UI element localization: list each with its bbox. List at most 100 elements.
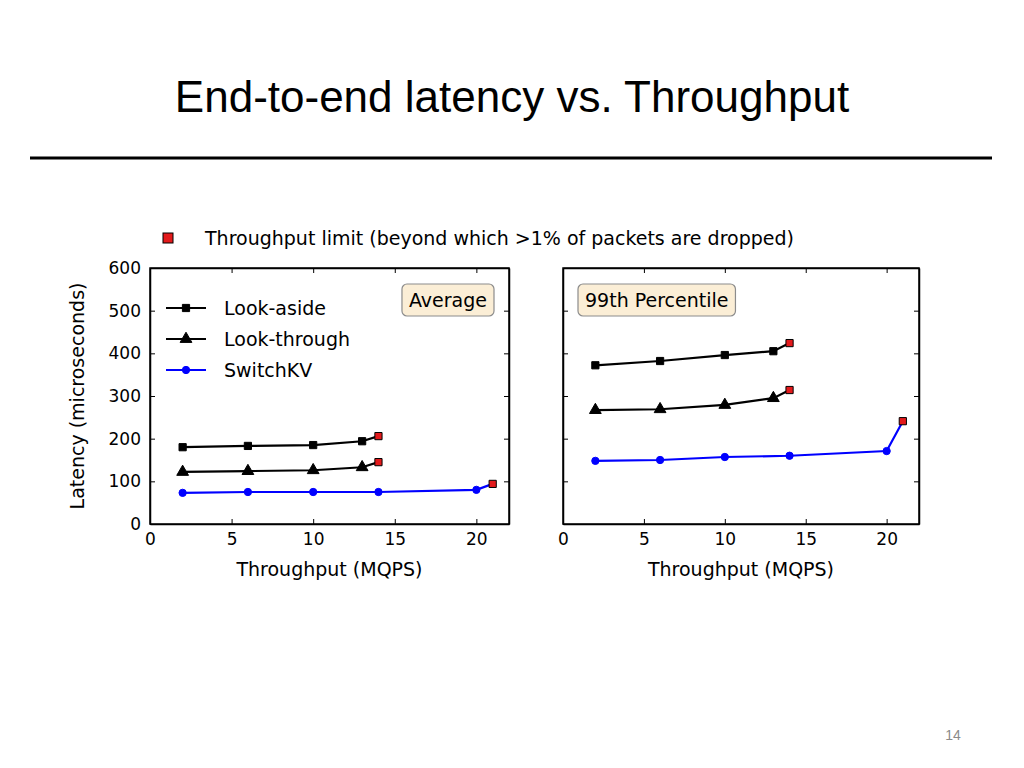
tick-mark (887, 268, 888, 273)
tick-label: 300 (109, 386, 141, 406)
plot-frame (150, 268, 509, 524)
tick-mark (150, 353, 155, 354)
tick (563, 353, 568, 354)
tick: 20 (466, 519, 488, 549)
tick-label: 500 (109, 301, 141, 321)
limit-legend-text: Throughput limit (beyond which >1% of pa… (204, 227, 794, 249)
data-point (770, 348, 777, 355)
data-point (310, 488, 317, 495)
tick (914, 268, 919, 269)
data-point (179, 444, 186, 451)
data-point (473, 486, 480, 493)
data-point (375, 459, 382, 466)
tick-mark (150, 481, 155, 482)
data-point (883, 447, 890, 454)
tick: 100 (109, 471, 155, 491)
tick-mark (563, 311, 568, 312)
data-point (356, 460, 368, 470)
tick (914, 353, 919, 354)
plot-area (177, 433, 497, 497)
chart-title-box: 99th Percentile (578, 284, 735, 316)
tick (504, 311, 509, 312)
data-point (899, 418, 906, 425)
tick-mark (395, 519, 396, 524)
tick: 600 (109, 258, 155, 278)
tick-mark (644, 268, 645, 273)
tick (914, 524, 919, 525)
chart: 05101520Throughput (MQPS)99th Percentile (558, 268, 919, 580)
tick (504, 481, 509, 482)
tick-mark (563, 439, 568, 440)
tick-label: 600 (109, 258, 141, 278)
data-point (242, 464, 254, 474)
tick-mark (563, 396, 568, 397)
tick-label: 10 (303, 529, 325, 549)
tick-mark (914, 268, 919, 269)
tick-mark (563, 268, 568, 269)
tick-mark (150, 268, 155, 269)
tick-mark (313, 519, 314, 524)
tick-label: 5 (227, 529, 238, 549)
y-axis-right (504, 269, 510, 525)
tick-mark (504, 524, 509, 525)
tick-mark (504, 311, 509, 312)
tick-mark (476, 268, 477, 273)
tick: 5 (227, 519, 238, 549)
tick-label: 200 (109, 429, 141, 449)
data-point (592, 362, 599, 369)
tick: 200 (109, 429, 155, 449)
tick: 10 (714, 519, 736, 549)
data-point (721, 453, 728, 460)
tick (232, 268, 233, 273)
axis-line (564, 524, 920, 526)
tick (725, 268, 726, 273)
tick: 300 (109, 386, 155, 406)
tick-mark (504, 396, 509, 397)
data-point (656, 357, 663, 364)
y-axis-title: Latency (microseconds) (66, 283, 88, 510)
tick (914, 396, 919, 397)
tick-label: 20 (876, 529, 898, 549)
data-point (592, 457, 599, 464)
tick-label: 20 (466, 529, 488, 549)
tick-mark (887, 519, 888, 524)
chart-title: Average (409, 289, 487, 311)
tick (476, 268, 477, 273)
x-axis-top (564, 268, 920, 273)
tick (504, 353, 509, 354)
y-axis: 0100200300400500600 (109, 258, 155, 534)
tick: 15 (384, 519, 406, 549)
tick-mark (476, 519, 477, 524)
tick (914, 311, 919, 312)
chart-title-background (402, 284, 494, 316)
data-point (767, 391, 779, 401)
tick (563, 268, 568, 269)
series-line (183, 462, 379, 472)
tick-label: 0 (145, 529, 156, 549)
tick-mark (504, 353, 509, 354)
data-point (589, 403, 601, 413)
tick-label: 400 (109, 343, 141, 363)
tick (504, 439, 509, 440)
tick-mark (504, 481, 509, 482)
tick: 500 (109, 301, 155, 321)
tick: 5 (639, 519, 650, 549)
x-axis: 0 5 10 15 20 (145, 519, 509, 549)
tick: 10 (303, 519, 325, 549)
tick-mark (563, 481, 568, 482)
plot-frame (563, 268, 919, 524)
axis-line (564, 268, 920, 270)
legend: Look-asideLook-throughSwitchKV (166, 297, 350, 381)
data-point (654, 402, 666, 412)
tick-mark (914, 524, 919, 525)
tick-mark (914, 353, 919, 354)
legend-label: Look-aside (224, 297, 326, 319)
x-axis: 05101520 (558, 519, 919, 549)
tick-mark (914, 311, 919, 312)
data-point (244, 488, 251, 495)
chart: 051015200100200300400500600Throughput (M… (66, 258, 510, 580)
tick (504, 396, 509, 397)
tick (563, 396, 568, 397)
limit-legend-marker (163, 233, 173, 243)
chart-title-box: Average (402, 284, 494, 316)
